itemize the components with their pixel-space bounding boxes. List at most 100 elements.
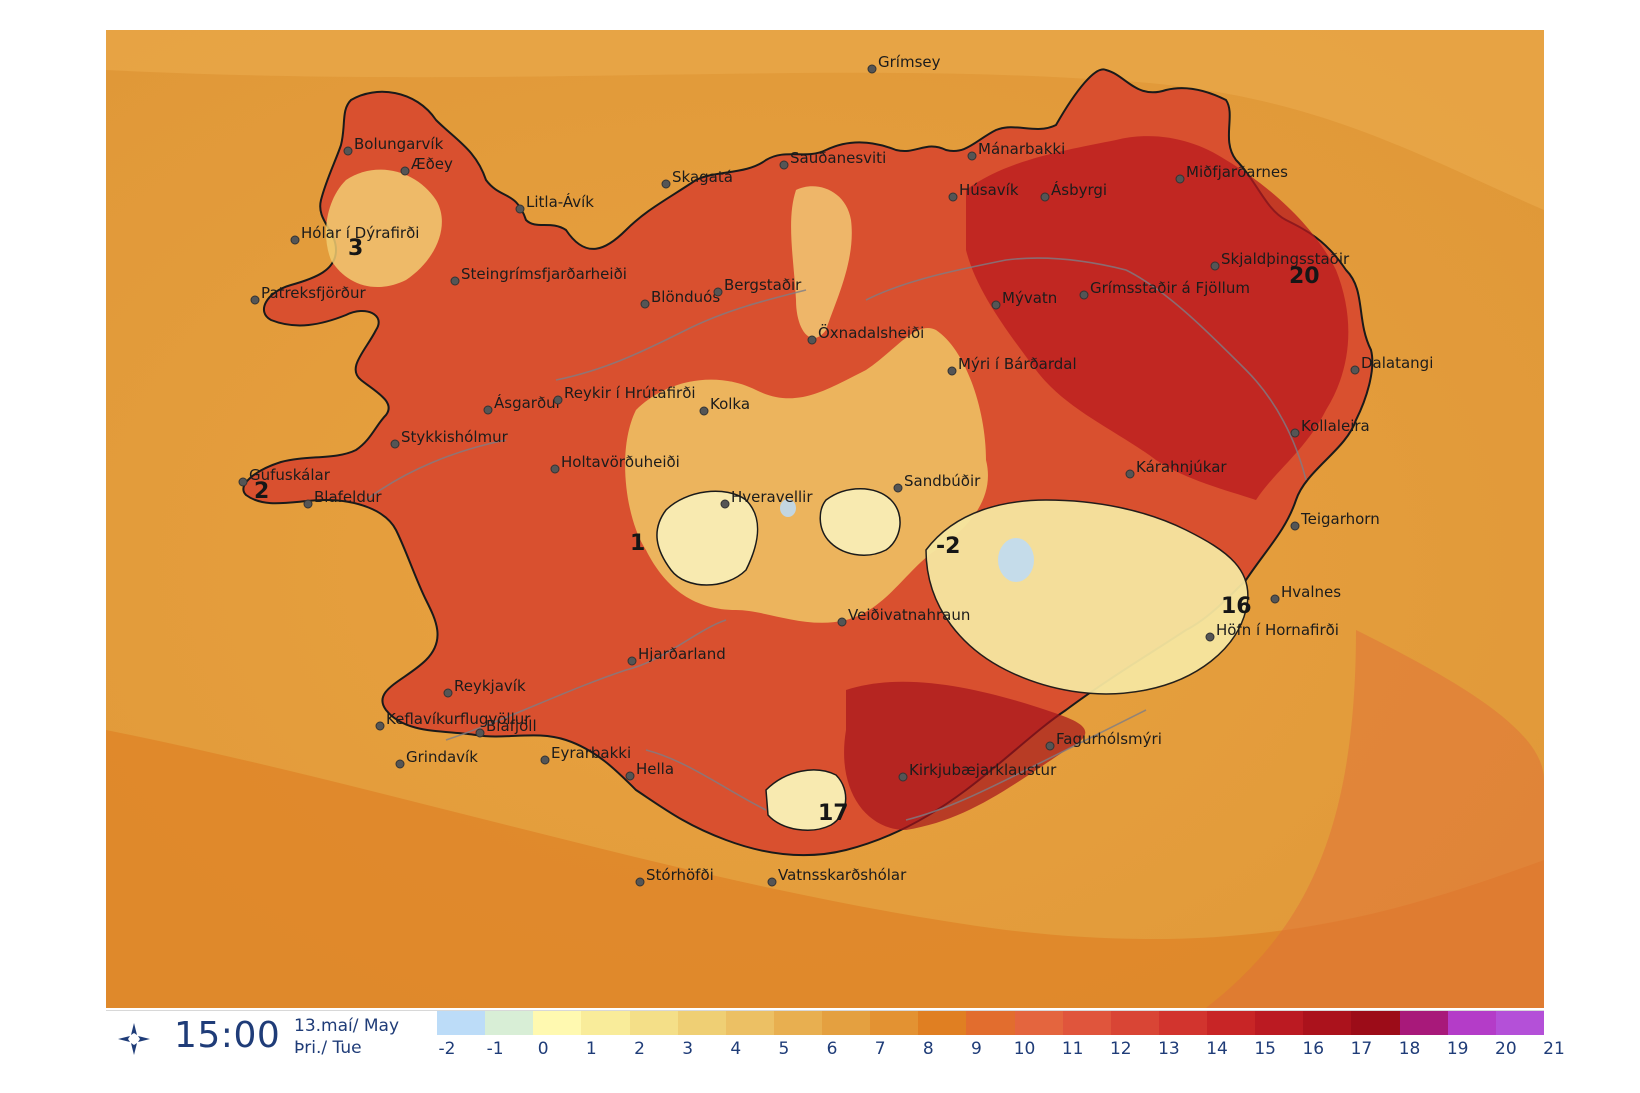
scale-tick: 16 <box>1302 1039 1325 1059</box>
warm-zone-south <box>844 681 1086 830</box>
scale-swatch <box>725 1011 774 1035</box>
place-label: Reykir í Hrútafirði <box>564 384 696 402</box>
place-label: Miðfjarðarnes <box>1186 163 1288 181</box>
temperature-value-label: 2 <box>254 479 269 504</box>
scale-swatch <box>1110 1011 1159 1035</box>
place-label: Reykjavík <box>454 677 526 695</box>
forecast-date: 13.maí/ May Þri./ Tue <box>294 1015 399 1059</box>
station-marker <box>450 276 460 286</box>
place-label: Hvalnes <box>1281 583 1341 601</box>
station-marker <box>720 499 730 509</box>
value-labels-layer: 3 2 1 -2 20 16 17 <box>254 236 1320 826</box>
scale-tick: 2 <box>634 1039 645 1059</box>
scale-swatch <box>822 1011 871 1035</box>
sea-southeast-band <box>1206 630 1544 1008</box>
scale-swatch <box>629 1011 678 1035</box>
place-label: Hveravellir <box>731 488 813 506</box>
station-marker <box>625 771 635 781</box>
place-label: Kollaleira <box>1301 417 1370 435</box>
scale-color-strip <box>437 1011 1544 1035</box>
place-label: Patreksfjörður <box>261 284 366 302</box>
place-label: Bláfjöll <box>486 717 537 735</box>
place-label: Mánarbakki <box>978 140 1065 158</box>
scale-tick: 20 <box>1495 1039 1517 1059</box>
scale-tick: 10 <box>1013 1039 1036 1059</box>
station-marker <box>967 151 977 161</box>
place-label: Öxnadalsheiði <box>818 323 924 342</box>
place-label: Stykkishólmur <box>401 428 509 446</box>
place-label: Hjarðarland <box>638 645 726 663</box>
glacier-langjokull <box>656 490 759 586</box>
station-marker <box>837 617 847 627</box>
scale-tick: 11 <box>1061 1039 1084 1059</box>
place-label: Skagatá <box>672 168 733 186</box>
temperature-value-label: 1 <box>630 531 645 556</box>
place-label: Hella <box>636 760 674 778</box>
place-label: Bolungarvík <box>354 135 444 153</box>
station-marker <box>640 299 650 309</box>
station-marker <box>250 295 260 305</box>
station-marker <box>540 755 550 765</box>
station-marker <box>1270 594 1280 604</box>
place-label: Vatnsskarðshólar <box>778 866 907 884</box>
station-marker <box>898 772 908 782</box>
scale-tick: 13 <box>1158 1039 1180 1059</box>
temperature-scale: -2 -1 0 1 2 3 4 5 6 7 8 9 10 11 12 13 14 15 16 17 18 19 20 21 <box>437 1011 1565 1063</box>
place-label: Blafeldur <box>314 488 382 506</box>
station-marker <box>1079 290 1089 300</box>
place-label: Bergstaðir <box>724 276 802 294</box>
place-label: Blönduós <box>651 288 720 306</box>
place-label: Kolka <box>710 395 750 413</box>
place-label: Keflavíkurflugvöllur <box>386 710 531 728</box>
place-label: Hólar í Dýrafirði <box>301 224 419 242</box>
station-marker <box>550 464 560 474</box>
station-marker <box>483 405 493 415</box>
scale-swatch <box>1158 1011 1207 1035</box>
cool-zone-westfjords <box>326 169 442 288</box>
place-label: Stórhöfði <box>646 866 714 884</box>
scale-tick: 12 <box>1109 1039 1132 1059</box>
scale-tick: 17 <box>1350 1039 1373 1059</box>
station-marker <box>515 204 525 214</box>
temperature-value-label: 3 <box>348 236 363 261</box>
station-marker <box>947 366 957 376</box>
scale-swatch <box>1303 1011 1352 1035</box>
scale-swatch <box>1062 1011 1111 1035</box>
station-marker <box>767 877 777 887</box>
station-marker <box>1175 174 1185 184</box>
place-label: Grímsstaðir á Fjöllum <box>1090 279 1250 297</box>
scale-tick: -1 <box>486 1039 504 1059</box>
station-marker <box>553 395 563 405</box>
place-label: Kirkjubæjarklaustur <box>909 761 1057 779</box>
station-marker <box>395 759 405 769</box>
scale-tick: 5 <box>778 1039 790 1059</box>
station-marker <box>343 146 353 156</box>
temperature-value-label: 16 <box>1221 594 1252 619</box>
scale-tick-labels: -2 -1 0 1 2 3 4 5 6 7 8 9 10 11 12 13 14 15 16 17 18 19 20 21 <box>437 1035 1564 1059</box>
scale-swatch <box>1255 1011 1304 1035</box>
place-label: Húsavík <box>959 181 1019 199</box>
scale-swatch <box>1399 1011 1448 1035</box>
scale-tick: 7 <box>874 1039 886 1059</box>
place-label: Eyrarbakki <box>551 744 631 762</box>
station-marker <box>443 688 453 698</box>
wind-arrows-icon[interactable] <box>116 1021 152 1057</box>
station-marker <box>635 877 645 887</box>
station-marker <box>1210 261 1220 271</box>
date-line-1: 13.maí/ May <box>294 1016 400 1036</box>
scale-swatch <box>773 1011 822 1035</box>
scale-swatch <box>533 1011 582 1035</box>
station-marker <box>290 235 300 245</box>
temperature-map: Grímsey Bolungarvík Æðey Litla-Ávík Hólar í … <box>106 30 1544 1008</box>
scale-swatch <box>1351 1011 1400 1035</box>
coldest-spot <box>998 538 1034 582</box>
date-line-2: Þri./ Tue <box>294 1038 362 1058</box>
place-label: Gufuskálar <box>249 466 331 484</box>
station-marker <box>779 160 789 170</box>
station-marker <box>303 499 313 509</box>
glacier-myrdalsjokull <box>765 769 847 831</box>
station-marker <box>1205 632 1215 642</box>
scale-tick: 1 <box>585 1039 597 1059</box>
scale-swatch <box>581 1011 630 1035</box>
station-marker <box>1350 365 1360 375</box>
